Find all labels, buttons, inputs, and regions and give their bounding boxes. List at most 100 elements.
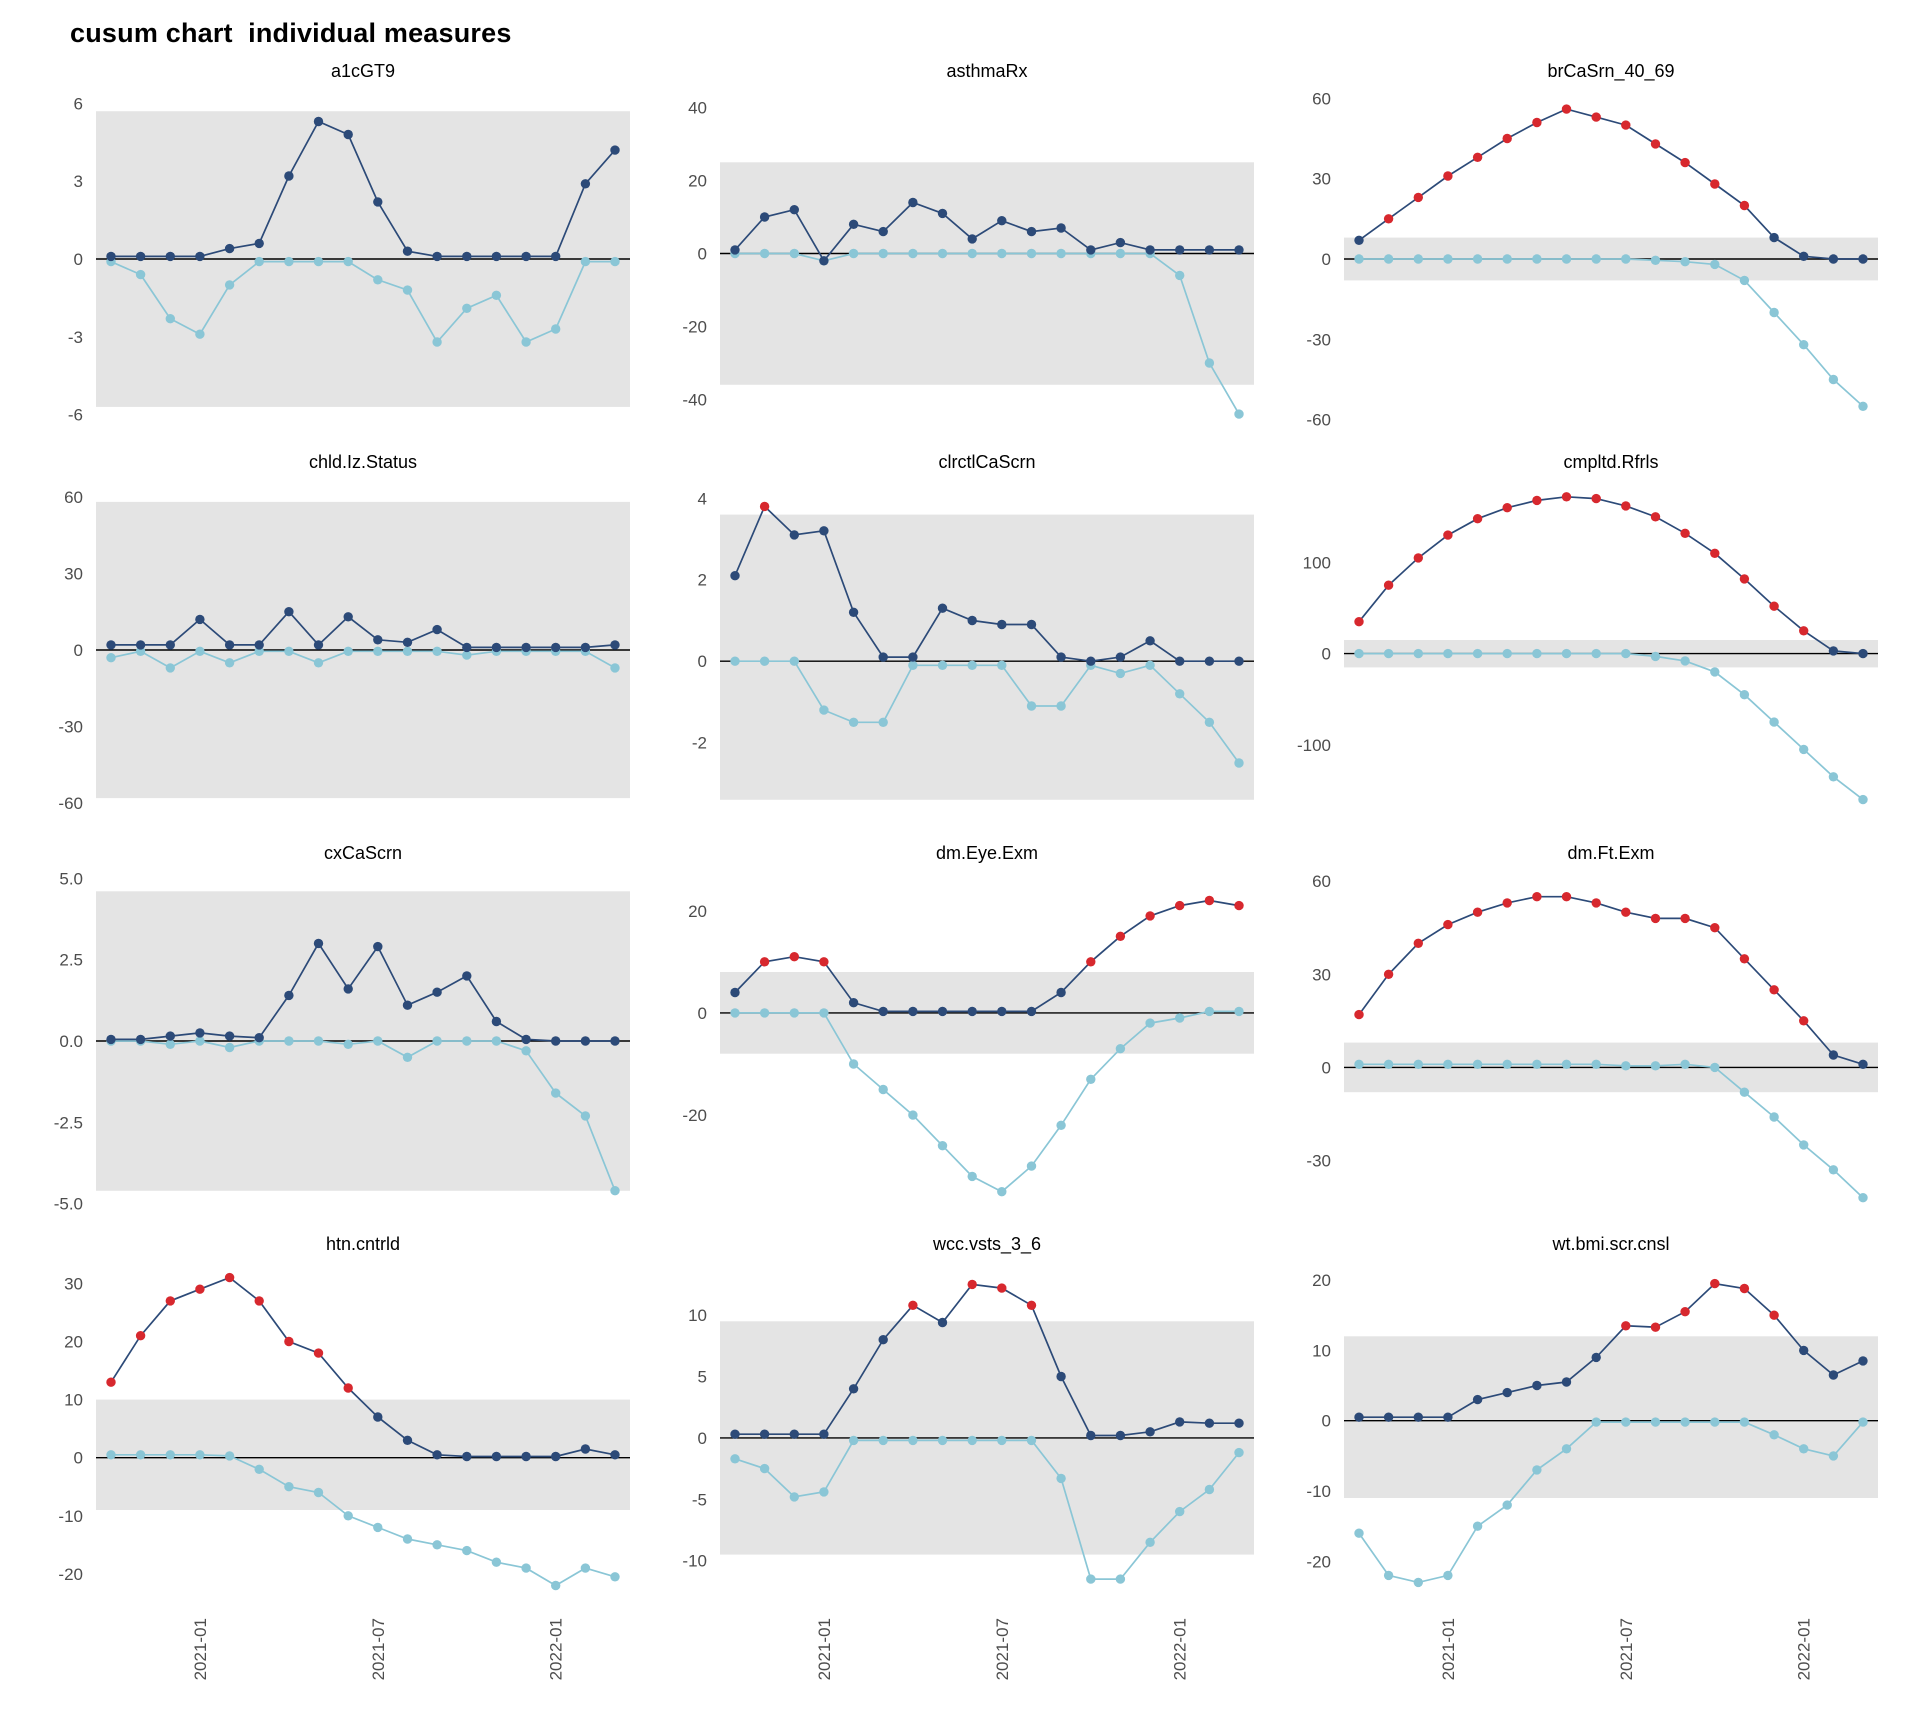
- lower-series-point: [759, 1463, 770, 1474]
- lower-series-point: [1472, 1059, 1483, 1069]
- panel-svg: wt.bmi.scr.cnsl 20 10 0 -10 -20 2021-01 2021-07…: [1306, 1234, 1878, 1680]
- lower-series-line: [1359, 1063, 1864, 1199]
- lower-series-point: [1234, 1447, 1244, 1458]
- upper-series-point: [848, 219, 859, 229]
- y-tick-label: -2.5: [54, 1113, 83, 1132]
- x-tick-label: 2022-01: [1795, 1618, 1814, 1680]
- upper-series-point: [1680, 913, 1690, 924]
- lower-series-point: [1828, 772, 1839, 782]
- y-tick-label: -3: [68, 328, 83, 347]
- upper-series-point: [1145, 911, 1155, 921]
- y-tick-label: 60: [1312, 89, 1331, 108]
- control-band: [720, 162, 1254, 385]
- lower-series-point: [106, 653, 116, 663]
- y-tick-label: 30: [64, 564, 83, 583]
- y-tick-label: -10: [682, 1552, 707, 1571]
- upper-series-point: [1383, 214, 1394, 224]
- upper-series-point: [402, 1000, 413, 1010]
- lower-series-point: [1621, 1417, 1631, 1427]
- y-tick-label: 0: [1322, 1058, 1331, 1077]
- upper-series-point: [789, 530, 799, 540]
- upper-series-point: [1115, 1430, 1126, 1441]
- lower-series-point: [610, 663, 620, 673]
- lower-series-point: [848, 717, 859, 727]
- y-tick-label: 100: [1303, 553, 1331, 572]
- lower-series-point: [284, 1482, 294, 1492]
- upper-series-point: [1086, 1430, 1096, 1441]
- upper-series-line: [1359, 1282, 1864, 1419]
- lower-series-point: [1828, 1165, 1839, 1175]
- lower-series-point: [1413, 1059, 1423, 1069]
- upper-series-point: [432, 1450, 442, 1460]
- upper-series-point: [313, 640, 324, 650]
- lower-series-point: [1591, 1417, 1601, 1427]
- lower-series-point: [1799, 744, 1809, 755]
- upper-series-point: [580, 179, 591, 189]
- panel-svg: cmpltd.Rfrls 100 0 -100: [1297, 452, 1878, 805]
- upper-series-point: [848, 998, 859, 1008]
- upper-series-point: [135, 1331, 146, 1341]
- upper-series-point: [1828, 646, 1839, 656]
- upper-series-point: [1086, 245, 1096, 255]
- x-tick-label: 2022-01: [1171, 1618, 1190, 1680]
- lower-series-point: [373, 646, 383, 656]
- lower-series-point: [1204, 358, 1215, 368]
- upper-series-point: [1234, 900, 1244, 911]
- upper-series-point: [491, 1016, 502, 1027]
- panel-htn.cntrld: htn.cntrld 30 20 10 0 -10 -20 2021-01 2021-07 202…: [26, 1226, 646, 1728]
- upper-series-point: [1739, 954, 1750, 964]
- lower-series-point: [997, 1187, 1007, 1197]
- lower-series-point: [224, 1042, 235, 1053]
- y-tick-label: -30: [1306, 1152, 1331, 1171]
- lower-series-point: [343, 1511, 353, 1521]
- lower-series-point: [1056, 1120, 1066, 1130]
- lower-series-point: [254, 1464, 264, 1474]
- upper-series-point: [878, 652, 888, 662]
- lower-series-point: [1621, 648, 1631, 659]
- lower-series-point: [1175, 1506, 1185, 1517]
- y-tick-label: -20: [58, 1565, 83, 1584]
- panel-cmpltd.Rfrls: cmpltd.Rfrls 100 0 -100: [1274, 444, 1894, 835]
- y-tick-label: 0: [698, 245, 707, 264]
- x-tick-label: 2021-07: [369, 1618, 388, 1680]
- lower-series-point: [1858, 794, 1868, 805]
- y-tick-label: 30: [64, 1274, 83, 1293]
- lower-series-point: [1115, 248, 1126, 259]
- upper-series-point: [1234, 1418, 1244, 1428]
- lower-series-point: [1532, 1059, 1542, 1069]
- upper-series-point: [1383, 1412, 1394, 1422]
- upper-series-line: [111, 610, 616, 649]
- lower-series-point: [1443, 1059, 1453, 1069]
- lower-series-point: [1413, 254, 1423, 264]
- panel-title: clrctlCaScrn: [938, 452, 1035, 472]
- lower-series-point: [1443, 1570, 1453, 1581]
- panel-a1cGT9: a1cGT9 6 3 0 -3 -6: [26, 53, 646, 444]
- upper-series-point: [1502, 898, 1512, 908]
- lower-series-point: [1026, 248, 1037, 259]
- upper-series-point: [1739, 574, 1750, 584]
- lower-series-point: [1502, 1059, 1512, 1069]
- lower-series-point: [1502, 648, 1512, 659]
- lower-series-point: [1115, 1044, 1126, 1054]
- lower-series-point: [1680, 1059, 1690, 1069]
- lower-series-point: [402, 646, 413, 656]
- upper-series-point: [284, 1336, 294, 1347]
- upper-series-point: [1532, 1380, 1542, 1391]
- y-tick-label: 20: [688, 172, 707, 191]
- upper-series-point: [1115, 652, 1126, 662]
- lower-series-point: [580, 1111, 591, 1121]
- upper-series-point: [1591, 493, 1601, 504]
- lower-series-point: [195, 1036, 205, 1046]
- lower-series-point: [730, 1008, 740, 1018]
- lower-series-point: [1413, 648, 1423, 659]
- lower-series-point: [1502, 254, 1512, 264]
- upper-series-point: [1413, 938, 1423, 948]
- upper-series-point: [165, 640, 175, 650]
- upper-series-point: [1710, 548, 1720, 558]
- lower-series-point: [1354, 1528, 1364, 1538]
- panel-svg: a1cGT9 6 3 0 -3 -6: [68, 61, 630, 425]
- upper-series-point: [1799, 1345, 1809, 1356]
- upper-series-line: [735, 1283, 1239, 1437]
- y-tick-label: 0: [1322, 1412, 1331, 1431]
- upper-series-point: [313, 938, 324, 949]
